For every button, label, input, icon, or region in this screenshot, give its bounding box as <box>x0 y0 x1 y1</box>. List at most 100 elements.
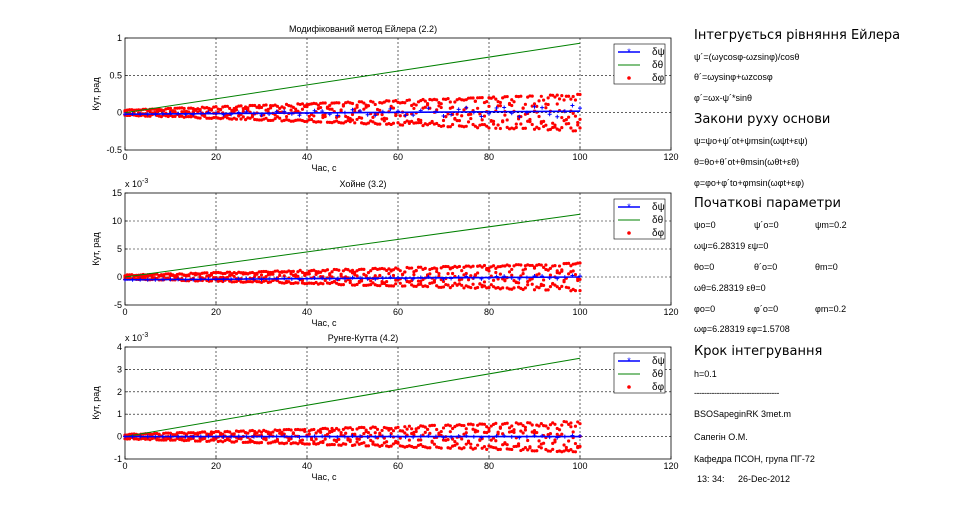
chart2-phi-point <box>398 269 402 273</box>
chart1-phi-point <box>294 107 298 111</box>
chart1-phi-point <box>567 121 571 126</box>
chart2-phi-point <box>269 272 273 276</box>
chart1-phi-point <box>414 103 418 107</box>
chart1-phi-point <box>394 113 398 118</box>
chart2-phi-point <box>542 283 546 287</box>
chart1-phi-point <box>366 121 371 125</box>
chart2-phi-point <box>503 278 507 282</box>
chart3-phi-point <box>325 427 330 431</box>
equation-psi: ψ´=(ωycosφ-ωzsinφ)/cosθ <box>694 52 800 62</box>
chart3-phi-point <box>337 428 341 432</box>
chart2-phi-point <box>391 268 396 272</box>
chart2-phi-point <box>567 261 571 265</box>
chart1-phi-point <box>573 98 578 102</box>
chart1-psi-point <box>221 112 226 117</box>
chart1-phi-point <box>291 105 295 109</box>
chart3-phi-point <box>528 445 532 449</box>
chart2-phi-point <box>166 272 170 276</box>
chart1-phi-point <box>323 101 327 105</box>
chart2-phi-point <box>364 274 368 278</box>
chart3-phi-point <box>510 447 514 452</box>
chart1-phi-point <box>303 119 307 124</box>
chart3-phi-point <box>432 442 436 446</box>
chart2-psi-point <box>449 276 454 281</box>
chart2-phi-point <box>548 285 553 289</box>
chart3-phi-point <box>482 422 487 426</box>
chart1-phi-point <box>284 114 289 119</box>
chart2-phi-point <box>212 276 216 280</box>
chart1-phi-point <box>230 109 234 113</box>
chart1-phi-point <box>419 120 423 125</box>
chart3-phi-point <box>573 441 578 446</box>
chart1-phi-point <box>198 116 202 120</box>
chart1-xtick-label: 0 <box>122 152 127 162</box>
chart1-phi-point <box>523 102 528 106</box>
chart3-phi-point <box>173 438 177 442</box>
chart3-phi-point <box>505 421 509 425</box>
chart1-phi-point <box>228 106 232 111</box>
chart3-phi-point <box>203 436 207 441</box>
chart3-phi-point <box>478 422 482 426</box>
chart2-phi-point <box>259 270 264 274</box>
chart3-psi-point <box>123 434 127 439</box>
chart2-phi-point <box>435 284 439 288</box>
chart3-psi-point <box>570 433 575 438</box>
chart1-phi-point <box>544 123 548 127</box>
chart3-phi-point <box>487 426 491 431</box>
chart1-phi-point <box>532 127 537 131</box>
chart1-phi-point <box>316 103 320 107</box>
chart3-phi-point <box>578 444 582 449</box>
chart1-phi-point <box>448 100 452 104</box>
chart2-phi-point <box>482 280 487 284</box>
chart3-psi-point <box>259 434 264 439</box>
chart1-phi-point <box>382 119 386 123</box>
chart3-phi-point <box>187 431 191 435</box>
chart3-phi-point <box>396 441 400 445</box>
chart3-psi-point <box>229 434 234 439</box>
chart2-psi-point <box>433 275 438 280</box>
chart1-psi-point <box>206 110 211 115</box>
chart1-phi-point <box>510 103 514 108</box>
chart2-psi-point <box>153 277 158 282</box>
chart1-psi-point <box>494 105 499 110</box>
chart1-phi-point <box>482 114 487 118</box>
chart1-psi-point <box>130 112 135 117</box>
chart2-phi-point <box>528 263 532 268</box>
chart1-phi-point <box>234 108 239 112</box>
chart1-phi-point <box>528 117 532 122</box>
chart1-phi-point <box>560 126 564 130</box>
chart2-phi-point <box>514 263 518 267</box>
chart2-phi-point <box>264 275 268 279</box>
chart3-phi-point <box>321 439 325 444</box>
chart3-psi-point <box>191 434 196 439</box>
chart2-phi-point <box>369 283 373 287</box>
chart2-psi-point <box>479 276 484 281</box>
chart1-ytick-label: 0.5 <box>109 70 122 80</box>
chart1-phi-point <box>487 104 491 109</box>
chart1-phi-point <box>473 124 477 128</box>
chart3-phi-point <box>405 427 409 431</box>
chart1-phi-point <box>239 104 243 108</box>
chart1-legend-label-phi: δφ <box>652 73 665 84</box>
chart3-phi-point <box>389 444 393 448</box>
chart2-phi-point <box>578 277 582 282</box>
chart1-phi-point <box>435 98 439 102</box>
chart2-phi-point <box>496 265 500 269</box>
chart3-phi-point <box>362 441 366 445</box>
chart1-xtick-label: 60 <box>393 152 403 162</box>
chart2-phi-point <box>300 278 305 283</box>
chart3-phi-point <box>526 448 530 452</box>
chart3-phi-point <box>334 439 339 444</box>
chart3-phi-point <box>387 426 391 431</box>
chart1-phi-point <box>423 105 427 109</box>
chart2-phi-point <box>419 265 423 269</box>
chart1-phi-point <box>380 113 384 117</box>
chart2-psi-point <box>160 277 165 282</box>
chart2-phi-point <box>391 284 396 288</box>
chart1-ytick-label: 1 <box>117 33 122 43</box>
chart1-phi-point <box>214 105 218 109</box>
chart3-phi-point <box>171 438 175 442</box>
chart3-phi-point <box>385 440 389 444</box>
chart2-phi-point <box>521 272 525 276</box>
chart1-phi-point <box>334 101 339 105</box>
